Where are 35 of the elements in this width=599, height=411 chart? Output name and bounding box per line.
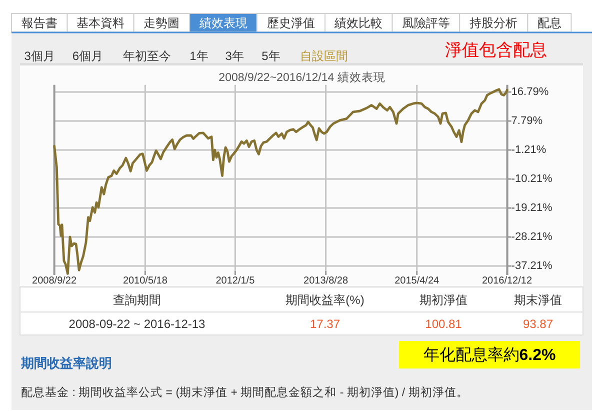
chart-title: 2008/9/22~2016/12/14 績效表現 (218, 71, 386, 84)
text: 6個月 (72, 49, 104, 63)
text: 5年 (262, 49, 280, 63)
y-tick-label: -37.21% (511, 260, 552, 272)
y-tick-label: 16.79% (511, 86, 549, 98)
tab: 基本資料 (66, 13, 134, 32)
tab-active: 績效表現 (189, 13, 258, 32)
x-tick-label: 2015/4/24 (394, 276, 440, 286)
y-tick-label: -19.21% (511, 202, 552, 214)
text: 3年 (225, 49, 244, 63)
text: 期間收益率說明 (20, 356, 112, 370)
text: 年初至今 (123, 49, 171, 63)
text: 淨值包含配息 (445, 40, 547, 60)
tab: 績效比較 (324, 13, 393, 32)
text: 配息基金 : 期間收益率公式 = (期末淨值 + 期間配息金額之和 - 期初淨值) / 期初淨值。 (21, 385, 468, 399)
text: 自設區間 (300, 49, 348, 63)
table: 查詢期間 2008-09-22 ~ 2016-12-13 期間收益率(%) 17.37 期初淨值 100.81 期末淨值 93.87 (20, 286, 584, 336)
x-tick-label: 2010/5/18 (122, 276, 168, 286)
x-tick-label: 2013/8/28 (304, 276, 348, 286)
tab: 歷史淨值 (256, 13, 326, 32)
tab: 走勢圖 (133, 13, 190, 32)
text: 3個月 (24, 49, 55, 63)
x-tick-label: 2008/9/22 (32, 276, 77, 286)
highlight-box: 年化配息率約6.2% (399, 341, 580, 368)
tab: 持股分析 (459, 13, 528, 32)
x-tick-label: 2016/12/12 (482, 276, 532, 286)
y-tick-label: -10.21% (511, 173, 552, 186)
y-tick-label: -1.21% (511, 144, 546, 156)
tab: 風險評等 (392, 13, 460, 32)
text: 1年 (190, 49, 208, 63)
y-tick-label: 7.79% (511, 115, 543, 128)
y-tick-label: -28.21% (511, 231, 552, 244)
x-tick-label: 2012/1/5 (216, 276, 256, 286)
tab: 配息 (527, 13, 572, 32)
tab: 報告書 (11, 13, 68, 32)
